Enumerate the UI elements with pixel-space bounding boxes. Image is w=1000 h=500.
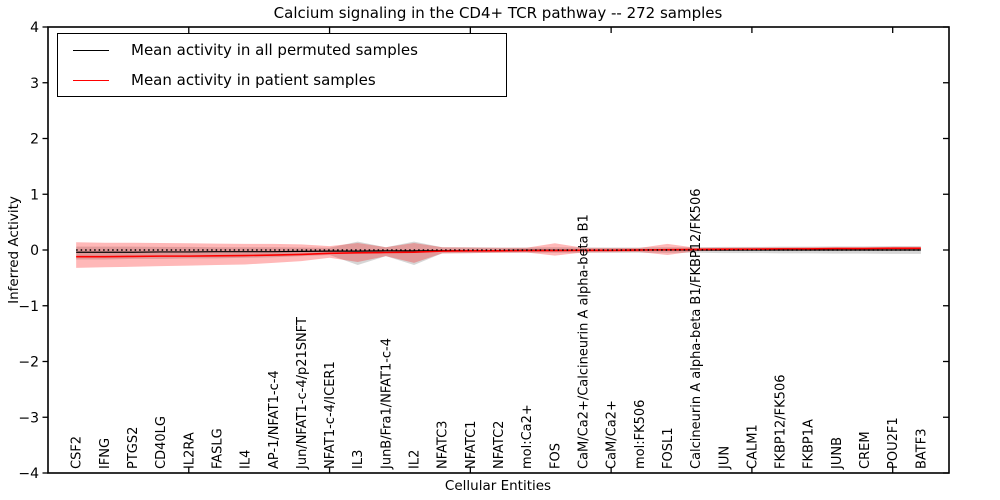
x-tick-label: Jun/NFAT1-c-4/p21SNFT [295,317,310,470]
y-tick-label: −3 [18,410,39,426]
legend-box: Mean activity in all permuted samples Me… [57,33,507,97]
x-tick-label: CREM [858,431,873,469]
x-tick-label: POU2F1 [886,417,901,469]
x-tick-label: FOS [548,443,563,469]
permuted-band [76,241,921,266]
y-tick-label: 2 [30,132,39,148]
x-tick-label: IFNG [98,438,113,469]
y-tick-label: 4 [30,20,39,36]
y-tick-label: −4 [18,466,39,482]
x-tick-label: FKBP1A [802,419,817,469]
x-tick-label: NFATC3 [436,421,451,469]
x-tick-label: PTGS2 [126,427,141,469]
y-tick-label: −1 [18,299,39,315]
legend-label-patient: Mean activity in patient samples [131,71,376,89]
x-tick-label: JunB/Fra1/NFAT1-c-4 [379,338,394,470]
legend-swatch-patient [73,79,109,81]
x-tick-label: IL2 [408,450,423,469]
x-tick-label: NFATC2 [492,421,507,469]
x-tick-label: JUN [717,446,732,470]
x-tick-label: IL2RA [182,432,197,469]
x-tick-label: CSF2 [70,436,85,469]
x-tick-label: FOSL1 [661,428,676,469]
x-tick-label: CaM/Ca2+ [605,400,620,469]
legend-label-permuted: Mean activity in all permuted samples [131,41,418,59]
x-tick-label: FKBP12/FK506 [774,375,789,470]
x-tick-label: AP-1/NFAT1-c-4 [267,370,282,469]
x-tick-label: CALM1 [745,424,760,469]
x-tick-label: mol:Ca2+ [520,404,535,469]
legend-entry-permuted: Mean activity in all permuted samples [58,36,506,64]
x-tick-label: IL4 [239,450,254,469]
x-axis-label: Cellular Entities [444,478,552,494]
x-tick-label: JUNB [830,437,845,470]
chart-title: Calcium signaling in the CD4+ TCR pathwa… [273,4,723,22]
y-tick-label: 1 [30,187,39,203]
plot-border [47,26,950,474]
x-tick-label: IL3 [351,450,366,469]
x-tick-label: Calcineurin A alpha-beta B1/FKBP12/FK506 [689,189,704,469]
x-tick-label: NFAT1-c-4/ICER1 [323,361,338,469]
x-tick-label: FASLG [210,428,225,469]
y-tick-label: 3 [30,76,39,92]
patient-band [76,242,921,268]
y-tick-label: 0 [30,243,39,259]
x-tick-label: NFATC1 [464,421,479,469]
y-tick-label: −2 [18,355,39,371]
patient-mean-line [76,247,921,258]
legend-entry-patient: Mean activity in patient samples [58,66,506,94]
legend-swatch-permuted [73,49,109,51]
x-tick-label: BATF3 [914,429,929,470]
x-tick-label: mol:FK506 [633,400,648,469]
y-axis-label: Inferred Activity [6,196,22,304]
x-tick-label: CaM/Ca2+/Calcineurin A alpha-beta B1 [576,214,591,469]
x-tick-label: CD40LG [154,416,169,469]
